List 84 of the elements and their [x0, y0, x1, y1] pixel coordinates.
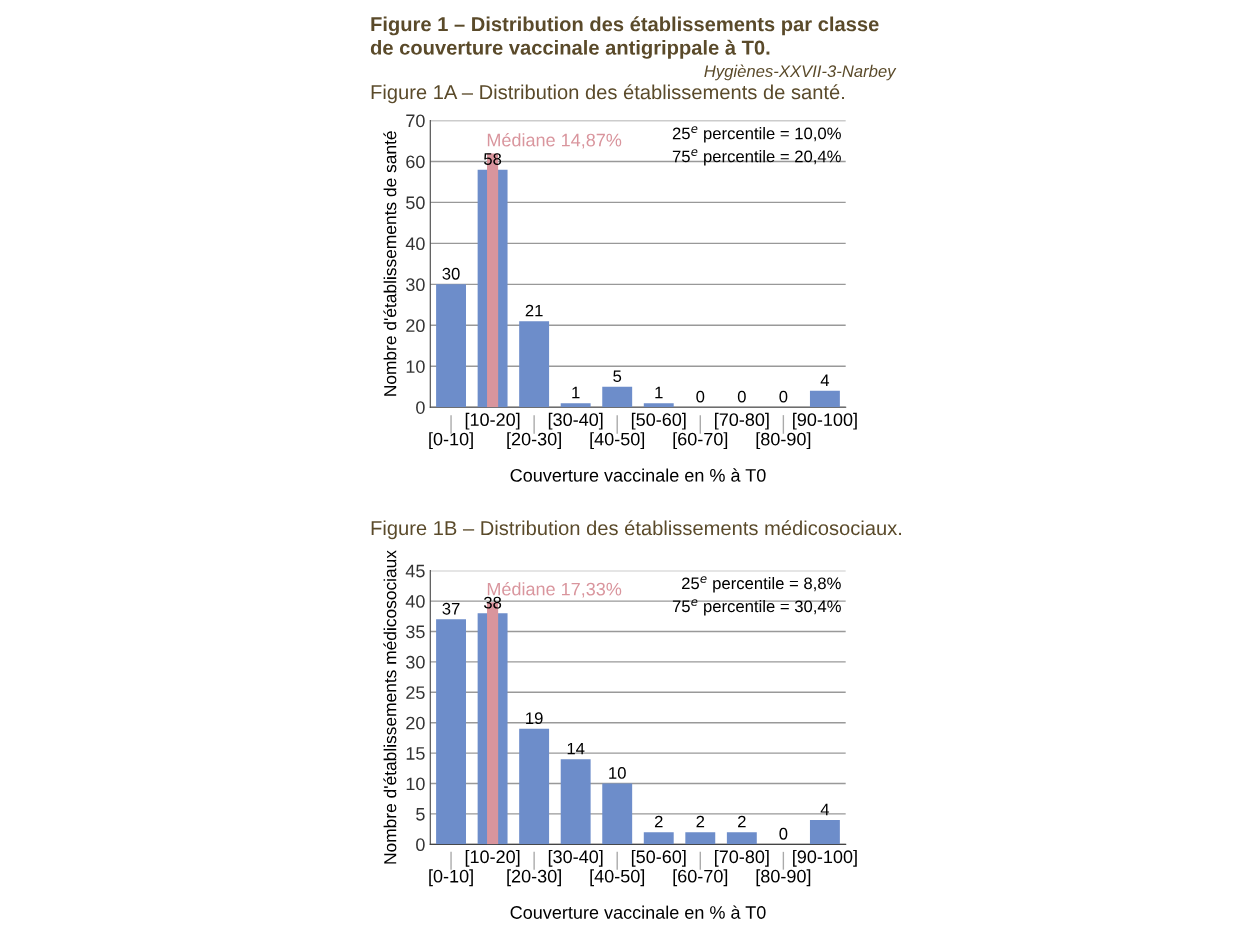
- data-label: 37: [442, 602, 460, 615]
- data-label: 0: [779, 390, 788, 403]
- ref-line-label: Médiane 14,87%: [487, 133, 622, 149]
- x-tick-label: [50-60]: [631, 412, 686, 430]
- data-label: 5: [613, 370, 622, 383]
- x-tick-label: [40-50]: [590, 432, 645, 450]
- data-label: 58: [483, 153, 502, 165]
- y-tick-label: 25: [406, 686, 425, 700]
- data-label: 4: [820, 374, 830, 386]
- x-tick-label: [10-20]: [465, 849, 520, 867]
- y-tick-label: 5: [416, 808, 425, 821]
- bar: [685, 832, 716, 845]
- bar: [726, 832, 757, 845]
- y-tick-label: 40: [405, 237, 425, 251]
- x-tick-label: [0-10]: [429, 869, 473, 887]
- x-tick-label: [60-70]: [673, 432, 728, 450]
- y-tick-label: 20: [406, 319, 425, 333]
- x-tick-label: [70-80]: [715, 412, 769, 430]
- data-label: 1: [655, 386, 663, 399]
- chart-title: Figure 1B – Distribution des établissements médicosociaux.: [371, 520, 902, 540]
- data-label: 38: [483, 596, 502, 609]
- x-tick-label: [80-90]: [756, 869, 811, 887]
- bar: [436, 284, 466, 408]
- y-axis-title: Nombre d'établissements médicosociaux: [383, 550, 397, 864]
- x-tick-label: [20-30]: [507, 432, 561, 450]
- x-axis-title: Couverture vaccinale en % à T0: [510, 468, 766, 482]
- x-tick-label: [40-50]: [590, 869, 645, 887]
- bar: [809, 390, 840, 408]
- data-label: 2: [654, 815, 663, 828]
- y-tick-label: 35: [406, 625, 425, 639]
- x-tick-label: [80-90]: [756, 432, 811, 450]
- y-tick-label: 70: [406, 114, 425, 128]
- data-label: 2: [738, 815, 746, 828]
- y-tick-label: 10: [406, 360, 425, 373]
- data-label: 0: [737, 390, 746, 403]
- data-label: 30: [442, 267, 460, 280]
- x-tick-label: [90-100]: [793, 849, 857, 867]
- bar: [560, 759, 591, 845]
- data-label: 10: [609, 767, 626, 779]
- y-tick-label: 0: [416, 838, 425, 852]
- bar: [643, 832, 674, 845]
- x-tick-label: [20-30]: [507, 869, 561, 887]
- bar: [602, 386, 633, 408]
- bar: [643, 403, 674, 408]
- bar: [809, 820, 840, 845]
- text: 25$^{e}$ percentile = 8,8% 75$^{e}$ percentile = 30,4%: [672, 576, 841, 616]
- x-tick-label: [70-80]: [715, 849, 769, 867]
- chart-subtitle: Figure 1A – Distribution des établissements de santé.: [371, 84, 844, 104]
- y-tick-label: 60: [406, 155, 425, 169]
- data-label: 4: [820, 803, 830, 816]
- text: Hygiènes-XXVII-3-Narbey: [704, 64, 897, 81]
- x-tick-label: [30-40]: [548, 849, 603, 867]
- y-tick-label: 30: [406, 278, 425, 292]
- ref-line-label: Médiane 17,33%: [487, 582, 622, 598]
- y-tick-label: 45: [405, 564, 425, 578]
- bar: [602, 783, 633, 845]
- x-tick-label: [50-60]: [631, 849, 686, 867]
- y-tick-label: 20: [406, 716, 425, 730]
- x-tick-label: [30-40]: [548, 412, 603, 430]
- data-label: 14: [567, 742, 585, 755]
- data-label: 21: [525, 304, 543, 317]
- y-tick-label: 10: [406, 777, 425, 791]
- y-tick-label: 40: [405, 595, 425, 608]
- chart-title: Figure 1 – Distribution des établissements par classe de couverture vaccinale antigrippale à T0.: [370, 16, 879, 59]
- annotation: 25$^{e}$ percentile = 10,0% 75$^{e}$ percentile = 20,4%: [672, 126, 841, 166]
- bar: [519, 321, 550, 408]
- bar: [436, 619, 466, 845]
- y-tick-label: 15: [406, 747, 425, 760]
- data-label: 0: [696, 390, 705, 403]
- x-tick-label: [0-10]: [429, 432, 473, 450]
- x-tick-label: [90-100]: [793, 412, 857, 430]
- data-label: 0: [779, 827, 788, 840]
- x-tick-label: [10-20]: [465, 412, 520, 430]
- y-tick-label: 50: [406, 196, 425, 210]
- bar: [560, 403, 591, 408]
- data-label: 2: [696, 815, 705, 828]
- bar: [519, 728, 550, 845]
- x-axis-title: Couverture vaccinale en % à T0: [510, 905, 766, 919]
- data-label: 19: [526, 712, 543, 725]
- y-axis-title: Nombre d'établissements de santé: [383, 131, 397, 396]
- y-tick-label: 30: [406, 655, 425, 669]
- x-tick-label: [60-70]: [673, 869, 728, 887]
- y-tick-label: 0: [416, 401, 425, 414]
- data-label: 1: [572, 386, 580, 399]
